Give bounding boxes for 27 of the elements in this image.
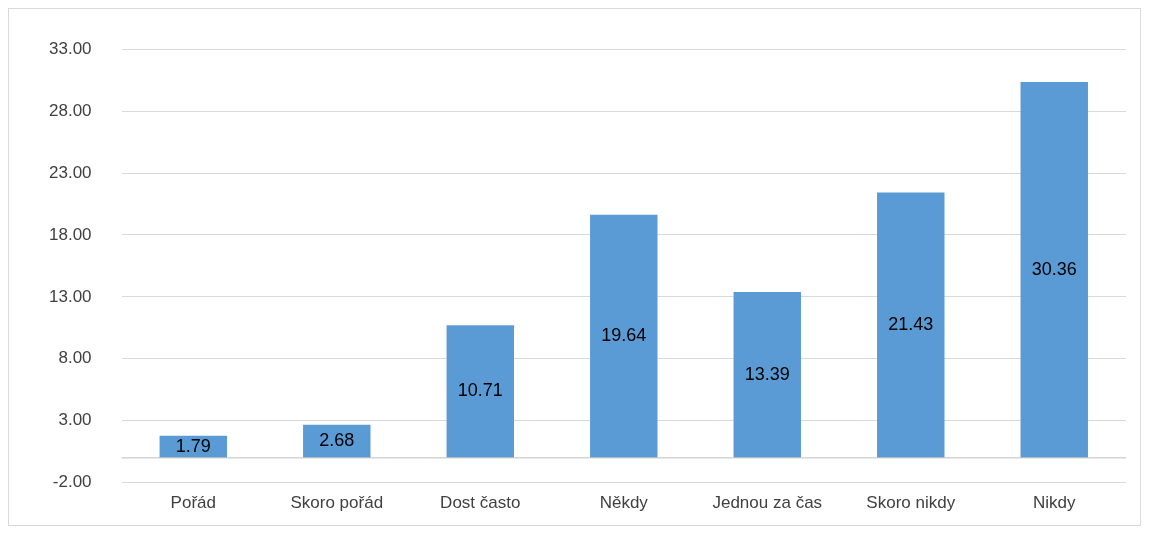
y-tick-label: 28.00	[48, 100, 92, 120]
y-tick-label: 3.00	[58, 410, 92, 430]
x-tick-label: Skoro pořád	[290, 493, 384, 513]
x-tick-label: Dost často	[440, 493, 521, 513]
y-tick-label: 33.00	[48, 38, 92, 58]
bar	[1020, 81, 1088, 458]
data-label: 13.39	[744, 363, 790, 384]
y-tick-label: 13.00	[48, 286, 92, 306]
data-label: 30.36	[1031, 258, 1077, 279]
bar	[733, 292, 801, 458]
bar	[590, 214, 658, 458]
data-label: 19.64	[601, 325, 647, 346]
x-tick-label: Nikdy	[1033, 493, 1076, 513]
data-label: 10.71	[457, 380, 503, 401]
bar	[446, 325, 514, 458]
x-tick-label: Někdy	[599, 493, 649, 513]
data-label: 1.79	[175, 435, 211, 456]
x-tick-label: Jednou za čas	[712, 493, 823, 513]
y-tick-label: 18.00	[48, 224, 92, 244]
x-tick-label: Pořád	[170, 493, 216, 513]
y-tick-label: 23.00	[48, 162, 92, 182]
bar	[877, 192, 945, 458]
data-label: 21.43	[888, 314, 934, 335]
y-tick-label: 8.00	[58, 348, 92, 368]
data-label: 2.68	[319, 430, 355, 451]
x-tick-label: Skoro nikdy	[866, 493, 956, 513]
y-tick-label: -2.00	[52, 472, 92, 492]
